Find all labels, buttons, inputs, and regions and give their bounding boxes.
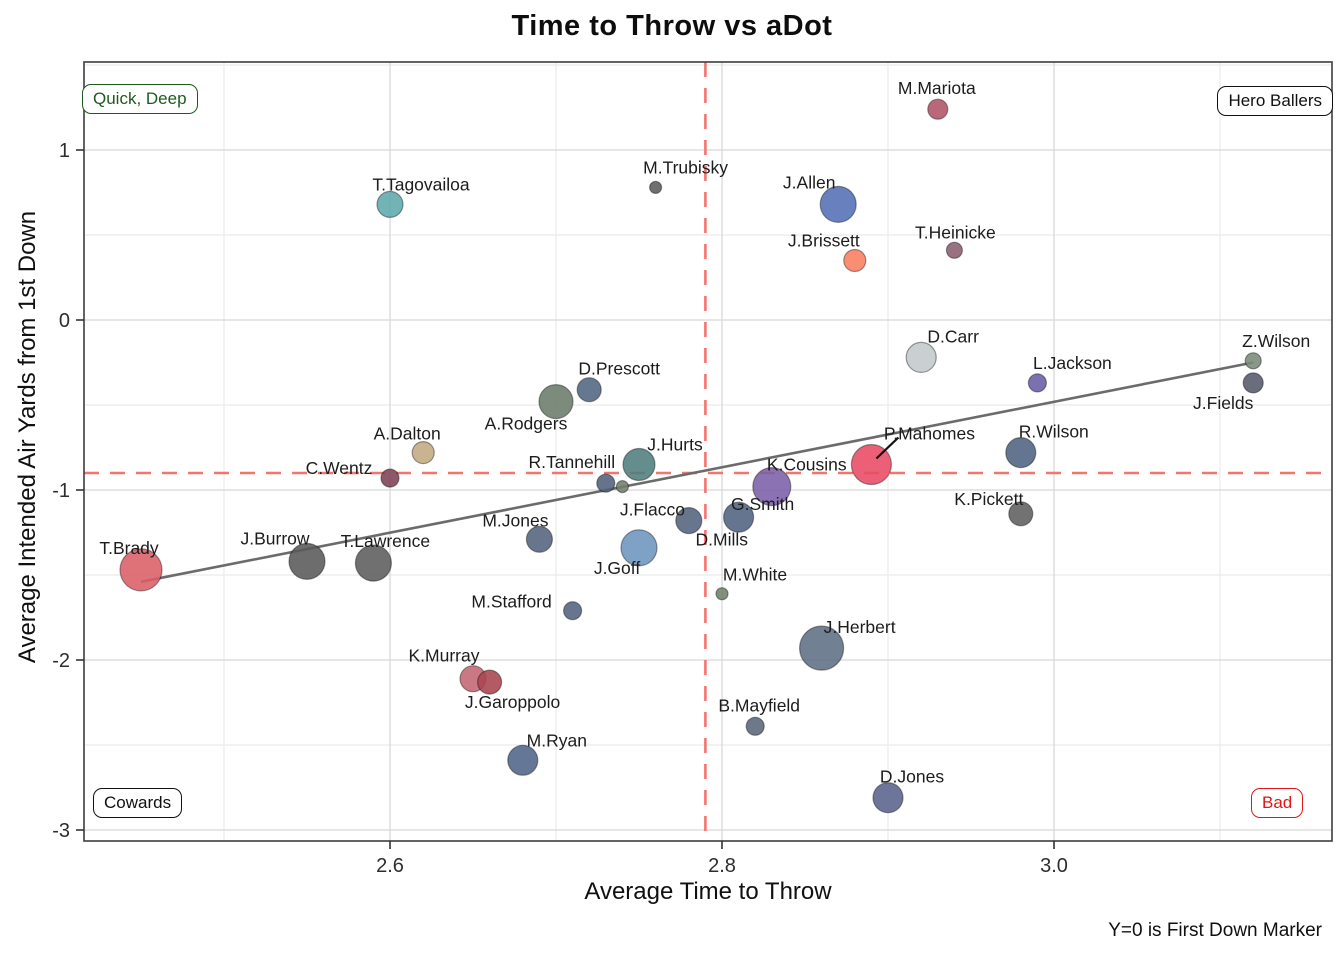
point-z-wilson <box>1244 352 1262 370</box>
point-d-jones <box>872 782 904 814</box>
point-label-j-burrow: J.Burrow <box>240 528 309 548</box>
point-r-tannehill <box>596 473 616 493</box>
point-m-trubisky <box>648 180 663 194</box>
point-label-g-smith: G.Smith <box>731 494 794 514</box>
point-label-j-garoppolo: J.Garoppolo <box>465 692 560 712</box>
point-label-m-jones: M.Jones <box>482 510 548 530</box>
point-r-wilson <box>1005 437 1037 469</box>
point-d-carr <box>905 341 937 373</box>
point-m-white <box>715 587 729 601</box>
point-label-c-wentz: C.Wentz <box>306 458 373 478</box>
point-label-t-lawrence: T.Lawrence <box>341 531 431 551</box>
point-label-d-mills: D.Mills <box>696 530 749 550</box>
point-label-t-heinicke: T.Heinicke <box>915 222 996 242</box>
point-label-m-mariota: M.Mariota <box>898 78 976 98</box>
point-t-brady <box>119 548 163 592</box>
point-j-garoppolo <box>477 669 503 695</box>
annotation-hero-ballers: Hero Ballers <box>1217 86 1333 117</box>
point-j-brissett <box>843 248 867 273</box>
point-j-flacco <box>615 480 630 494</box>
x-axis-title: Average Time to Throw <box>584 878 832 905</box>
y-tick-label: 1 <box>59 140 70 162</box>
point-t-lawrence <box>354 544 392 582</box>
trend-line <box>140 361 1254 584</box>
point-label-m-white: M.White <box>723 565 787 585</box>
point-l-jackson <box>1027 373 1048 393</box>
point-d-mills <box>675 506 703 535</box>
y-tick-label: -3 <box>52 820 70 842</box>
x-tick-label: 3.0 <box>1040 855 1068 877</box>
point-label-p-mahomes: P.Mahomes <box>884 424 975 444</box>
point-t-heinicke <box>945 241 964 259</box>
panel-border <box>83 61 1333 842</box>
mahomes-annotation-segment <box>875 436 900 460</box>
point-a-dalton <box>411 441 435 465</box>
point-j-goff <box>620 529 658 567</box>
point-label-m-stafford: M.Stafford <box>471 592 551 612</box>
point-label-m-trubisky: M.Trubisky <box>643 157 728 177</box>
annotation-quick-deep: Quick, Deep <box>82 84 198 115</box>
point-label-j-goff: J.Goff <box>594 558 641 578</box>
point-k-cousins <box>752 467 792 507</box>
point-label-a-dalton: A.Dalton <box>374 424 441 444</box>
point-label-t-tagovailoa: T.Tagovailoa <box>372 174 470 194</box>
y-tick-label: -2 <box>52 650 70 672</box>
y-tick-label: 0 <box>59 310 70 332</box>
point-b-mayfield <box>745 716 765 736</box>
panel-background <box>84 62 1332 841</box>
annotation-bad: Bad <box>1251 788 1304 819</box>
point-label-j-flacco: J.Flacco <box>620 500 685 520</box>
point-label-j-hurts: J.Hurts <box>647 435 703 455</box>
point-label-b-mayfield: B.Mayfield <box>718 695 800 715</box>
point-label-k-pickett: K.Pickett <box>954 489 1023 509</box>
point-m-jones <box>525 525 554 553</box>
point-t-tagovailoa <box>376 190 404 218</box>
point-label-d-carr: D.Carr <box>927 326 979 346</box>
point-m-stafford <box>562 601 583 621</box>
point-label-k-murray: K.Murray <box>409 646 480 666</box>
y-tick-label: -1 <box>52 480 70 502</box>
point-j-burrow <box>288 542 326 581</box>
point-label-j-fields: J.Fields <box>1193 393 1254 413</box>
point-label-d-jones: D.Jones <box>880 767 944 787</box>
point-label-r-tannehill: R.Tannehill <box>529 452 616 472</box>
point-label-j-brissett: J.Brissett <box>788 231 860 251</box>
point-k-pickett <box>1008 501 1034 527</box>
point-j-fields <box>1242 372 1264 394</box>
point-j-allen <box>819 185 857 223</box>
point-j-hurts <box>622 447 656 482</box>
point-label-r-wilson: R.Wilson <box>1019 422 1089 442</box>
point-label-a-rodgers: A.Rodgers <box>485 414 568 434</box>
point-j-herbert <box>798 625 845 671</box>
point-label-l-jackson: L.Jackson <box>1033 353 1112 373</box>
point-c-wentz <box>380 468 400 488</box>
annotation-cowards: Cowards <box>93 788 183 819</box>
x-tick-label: 2.6 <box>376 855 404 877</box>
point-d-prescott <box>576 377 602 403</box>
point-label-k-cousins: K.Cousins <box>767 455 847 475</box>
y-axis-title: Average Intended Air Yards from 1st Down <box>14 210 41 664</box>
point-label-d-prescott: D.Prescott <box>578 359 660 379</box>
point-label-m-ryan: M.Ryan <box>527 730 587 750</box>
point-label-j-allen: J.Allen <box>783 172 836 192</box>
point-label-t-brady: T.Brady <box>99 538 159 558</box>
x-tick-label: 2.8 <box>708 855 736 877</box>
plot-caption: Y=0 is First Down Marker <box>1108 920 1322 941</box>
point-m-mariota <box>927 98 949 120</box>
point-m-ryan <box>507 744 539 776</box>
point-label-z-wilson: Z.Wilson <box>1242 331 1310 351</box>
point-a-rodgers <box>538 384 574 420</box>
point-label-j-herbert: J.Herbert <box>824 617 896 637</box>
point-g-smith <box>722 501 755 533</box>
page-title: Time to Throw vs aDot <box>511 10 833 42</box>
